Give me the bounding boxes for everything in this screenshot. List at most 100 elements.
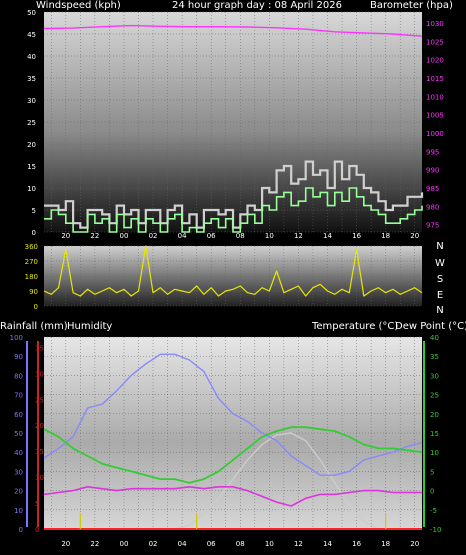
temperature-x-tick-label: 22: [90, 540, 99, 548]
wind-x-tick-label: 18: [381, 232, 390, 240]
humidity-axis-title: Humidity: [67, 321, 113, 332]
temperature-y-tick-label: 20: [430, 411, 439, 419]
direction-y-tick-label: 360: [25, 243, 38, 251]
temperature-x-tick-label: 00: [120, 540, 129, 548]
temperature-x-tick-label: 18: [381, 540, 390, 548]
barometer-y-tick-label: 1000: [426, 130, 444, 138]
direction-y-tick-label: 270: [25, 258, 38, 266]
windspeed-y-tick-label: 10: [27, 185, 36, 193]
temperature-y-tick-label: -10: [430, 526, 441, 534]
barometer-y-tick-label: 990: [426, 167, 439, 175]
barometer-y-tick-label: 1020: [426, 57, 444, 65]
barometer-y-tick-label: 1010: [426, 93, 444, 101]
temperature-axis-title: Temperature (°C): [312, 321, 399, 332]
temperature-y-tick-label: 5: [430, 468, 434, 476]
temperature-y-tick-label: 35: [430, 353, 439, 361]
windspeed-y-tick-label: 15: [27, 163, 36, 171]
barometer-y-tick-label: 980: [426, 203, 439, 211]
graph-title: 24 hour graph day : 08 April 2026: [172, 0, 342, 11]
temperature-x-tick-label: 08: [236, 540, 245, 548]
barometer-y-tick-label: 1015: [426, 75, 444, 83]
wind-x-tick-label: 14: [323, 232, 332, 240]
wind-x-tick-label: 08: [236, 232, 245, 240]
temperature-x-tick-label: 06: [207, 540, 216, 548]
humidity-y-tick-label: 80: [14, 372, 23, 380]
humidity-y-tick-label: 90: [14, 353, 23, 361]
temperature-y-tick-label: 10: [430, 449, 439, 457]
direction-y-tick-label: 180: [25, 273, 38, 281]
temperature-y-tick-label: 30: [430, 372, 439, 380]
windspeed-y-tick-label: 25: [27, 119, 36, 127]
wind-x-tick-label: 10: [265, 232, 274, 240]
temperature-line: [43, 426, 423, 484]
solar-curve: [44, 432, 422, 530]
wind-x-tick-label: 00: [120, 232, 129, 240]
wind-x-tick-label: 20: [410, 232, 419, 240]
humidity-y-tick-label: 10: [14, 507, 23, 515]
windspeed-y-tick-label: 50: [27, 9, 36, 17]
windspeed-y-tick-label: 45: [27, 31, 36, 39]
windspeed-y-tick-label: 5: [32, 207, 36, 215]
rainfall-axis-title: Rainfall (mm): [0, 321, 68, 332]
direction-y-tick-label: 0: [34, 303, 38, 311]
wind-x-tick-label: 12: [294, 232, 303, 240]
rain-y-tick-label: 35: [35, 344, 44, 352]
wind-x-tick-label: 06: [207, 232, 216, 240]
humidity-y-tick-label: 30: [14, 468, 23, 476]
wind-x-tick-label: 04: [178, 232, 187, 240]
temperature-x-tick-label: 02: [149, 540, 158, 548]
direction-compass-label: E: [437, 290, 443, 301]
temperature-y-tick-label: 25: [430, 392, 439, 400]
direction-compass-label: W: [435, 258, 445, 269]
wind-x-tick-label: 22: [90, 232, 99, 240]
humidity-line: [43, 353, 423, 476]
barometer-y-tick-label: 985: [426, 185, 439, 193]
direction-compass-label: N: [436, 305, 443, 316]
rain-y-tick-label: 0: [35, 526, 39, 534]
barometer-y-tick-label: 1025: [426, 38, 444, 46]
windspeed-y-tick-label: 35: [27, 75, 36, 83]
humidity-y-tick-label: 70: [14, 392, 23, 400]
windspeed-y-tick-label: 20: [27, 141, 36, 149]
rain-y-tick-label: 30: [35, 370, 44, 378]
direction-compass-label: S: [437, 274, 443, 285]
temperature-x-tick-label: 10: [265, 540, 274, 548]
rain-y-tick-label: 25: [35, 396, 44, 404]
rain-y-tick-label: 15: [35, 448, 44, 456]
dewpoint-axis-title: Dew Point (°C): [395, 321, 466, 332]
barometer-y-tick-label: 995: [426, 148, 439, 156]
temperature-y-tick-label: 40: [430, 334, 439, 342]
barometer-y-tick-label: 975: [426, 222, 439, 230]
direction-y-tick-label: 90: [29, 288, 38, 296]
temperature-x-tick-label: 04: [178, 540, 187, 548]
wind-x-tick-label: 16: [352, 232, 361, 240]
humidity-y-tick-label: 60: [14, 411, 23, 419]
humidity-y-tick-label: 40: [14, 449, 23, 457]
barometer-y-tick-label: 1030: [426, 20, 444, 28]
wind-x-tick-label: 02: [149, 232, 158, 240]
temperature-x-tick-label: 14: [323, 540, 332, 548]
barometer-line: [43, 24, 423, 37]
windspeed-y-tick-label: 40: [27, 53, 36, 61]
barometer-axis-title: Barometer (hpa): [370, 0, 453, 11]
temperature-x-tick-label: 20: [410, 540, 419, 548]
dewpoint-line: [43, 485, 422, 507]
barometer-y-tick-label: 1005: [426, 112, 444, 120]
humidity-y-tick-label: 20: [14, 488, 23, 496]
rain-y-tick-label: 20: [35, 422, 44, 430]
windspeed-y-tick-label: 0: [32, 229, 36, 237]
temperature-y-tick-label: -5: [430, 507, 437, 515]
chart-marks: [43, 24, 424, 530]
rain-y-tick-label: 10: [35, 474, 44, 482]
windspeed-line: [44, 187, 423, 233]
windspeed-axis-title: Windspeed (kph): [36, 0, 121, 11]
humidity-y-tick-label: 50: [14, 430, 23, 438]
temperature-x-tick-label: 12: [294, 540, 303, 548]
temperature-y-tick-label: 0: [430, 488, 434, 496]
axis-labels: 2020222200000202040406060808101012121414…: [10, 9, 445, 548]
wind-x-tick-label: 20: [61, 232, 70, 240]
temperature-x-tick-label: 16: [352, 540, 361, 548]
humidity-y-tick-label: 100: [10, 334, 23, 342]
humidity-y-tick-label: 0: [19, 526, 23, 534]
